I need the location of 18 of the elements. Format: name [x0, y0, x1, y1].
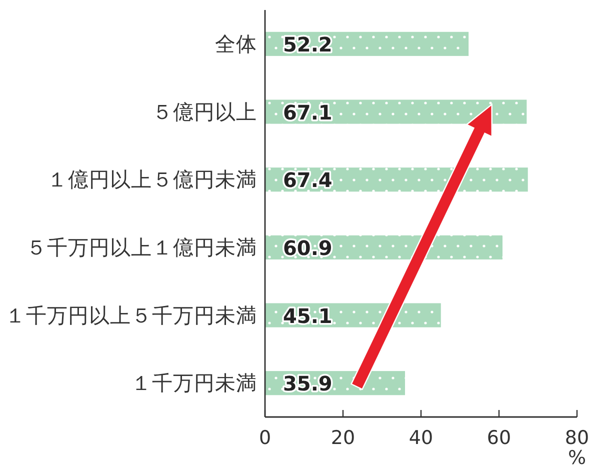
x-tick-label: 60	[486, 427, 512, 449]
x-tick-label: 0	[258, 427, 272, 449]
x-tick-label: 20	[330, 427, 356, 449]
x-tick-label: 80	[564, 427, 590, 449]
y-tick-label: １億円以上５億円未満	[47, 168, 257, 192]
data-label: 45.1	[283, 304, 332, 328]
data-label: 35.9	[283, 372, 332, 396]
y-tick-label: ５千万円以上１億円未満	[26, 235, 257, 260]
y-tick-label: 全体	[215, 32, 257, 56]
x-axis-title: %	[568, 447, 586, 466]
data-label: 60.9	[283, 236, 332, 260]
data-label: 67.4	[283, 168, 332, 192]
data-label: 52.2	[283, 32, 332, 56]
y-tick-label: ５億円以上	[152, 100, 257, 124]
data-label: 67.1	[283, 100, 332, 124]
y-tick-label: １千万円未満	[131, 371, 257, 396]
y-tick-label: １千万円以上５千万円未満	[5, 303, 257, 328]
x-tick-label: 40	[408, 427, 434, 449]
